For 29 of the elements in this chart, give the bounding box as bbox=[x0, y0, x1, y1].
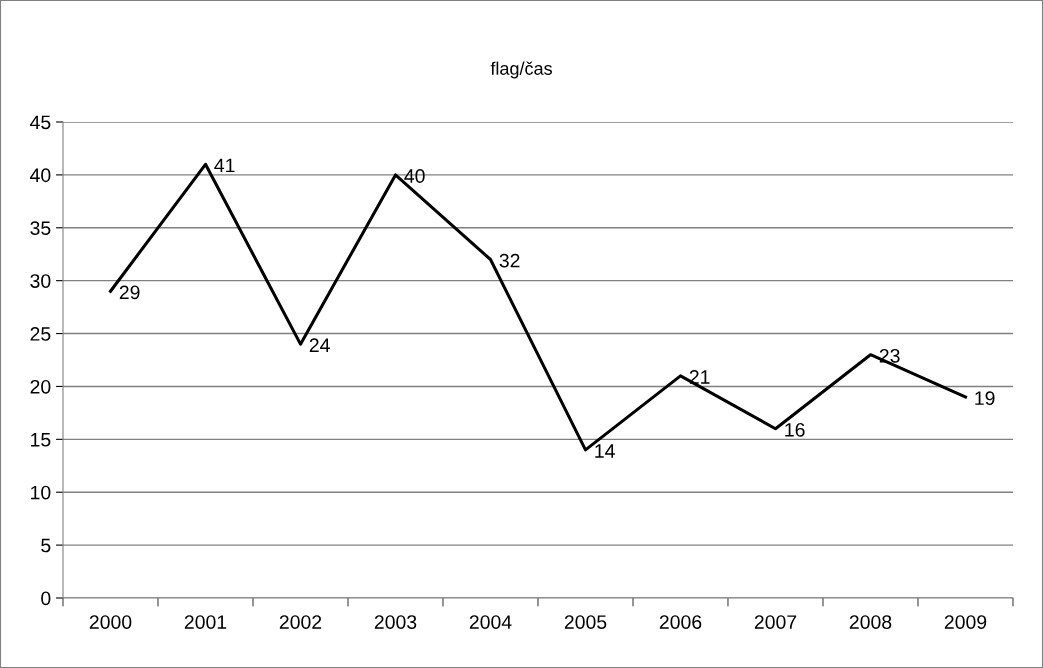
data-label: 19 bbox=[975, 391, 995, 406]
y-tick-label: 0 bbox=[41, 591, 51, 606]
x-tick-label: 2009 bbox=[944, 615, 987, 629]
y-tick-label: 35 bbox=[30, 221, 51, 236]
x-tick-label: 2005 bbox=[564, 615, 607, 629]
chart-title: flag/čas bbox=[490, 61, 552, 79]
y-tick-label: 15 bbox=[31, 433, 51, 447]
x-tick-label: 2004 bbox=[469, 615, 512, 629]
x-tick-label: 2008 bbox=[849, 615, 892, 629]
y-tick-label: 45 bbox=[30, 115, 51, 130]
data-label: 14 bbox=[595, 444, 615, 458]
data-label: 29 bbox=[119, 285, 140, 300]
y-tick-label: 40 bbox=[30, 168, 51, 183]
x-tick-label: 2002 bbox=[279, 615, 322, 629]
data-label: 16 bbox=[785, 422, 805, 437]
x-tick-label: 2006 bbox=[659, 615, 702, 629]
x-tick-label: 2007 bbox=[754, 615, 797, 629]
data-label: 41 bbox=[214, 158, 235, 173]
x-tick-label: 2000 bbox=[89, 615, 132, 629]
y-tick-label: 5 bbox=[41, 538, 51, 553]
x-tick-label: 2001 bbox=[184, 615, 227, 629]
y-tick-label: 20 bbox=[30, 379, 51, 394]
x-tick-label: 2003 bbox=[374, 615, 417, 629]
data-label: 32 bbox=[499, 253, 520, 268]
y-tick-label: 25 bbox=[30, 327, 51, 341]
y-tick-label: 10 bbox=[31, 485, 51, 500]
data-label: 24 bbox=[309, 338, 330, 352]
data-label: 40 bbox=[404, 169, 425, 183]
y-tick-label: 30 bbox=[30, 274, 51, 288]
